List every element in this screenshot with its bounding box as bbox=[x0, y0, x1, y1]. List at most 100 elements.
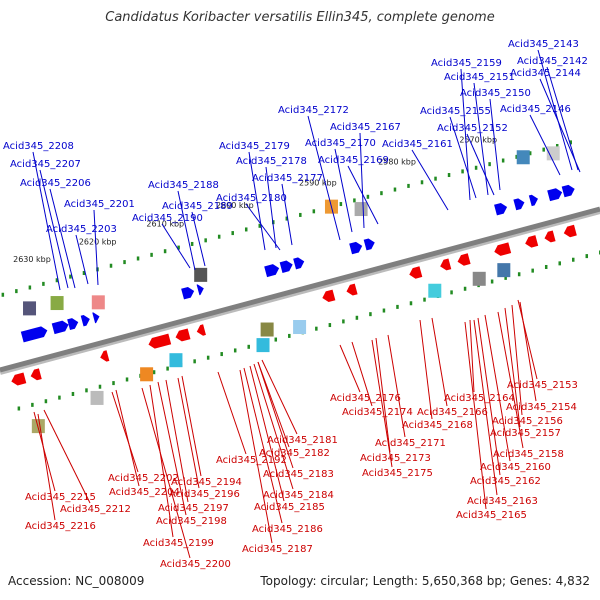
scale-tick bbox=[407, 183, 410, 188]
gene-leader-line bbox=[217, 371, 247, 455]
gene-label-lower: Acid345_2198 bbox=[156, 516, 227, 527]
gene-leader-line bbox=[537, 49, 573, 171]
gene-label-upper: Acid345_2155 bbox=[420, 106, 491, 117]
scale-tick bbox=[17, 406, 21, 411]
feature-box bbox=[293, 320, 307, 335]
scale-tick bbox=[217, 234, 221, 239]
gene-arrow-plus bbox=[293, 257, 305, 270]
scale-tick bbox=[463, 286, 467, 291]
scale-tick bbox=[434, 176, 437, 181]
scale-tick bbox=[450, 290, 453, 295]
scale-tick bbox=[515, 154, 518, 159]
scale-tick bbox=[258, 223, 261, 228]
scale-label: 2610 kbp bbox=[146, 219, 184, 228]
scale-tick bbox=[123, 260, 126, 265]
scale-tick bbox=[244, 227, 248, 232]
gene-leader-line bbox=[39, 169, 69, 289]
scale-tick bbox=[166, 366, 169, 371]
gene-leader-line bbox=[519, 301, 537, 402]
gene-label-lower: Acid345_2192 bbox=[216, 455, 287, 466]
scale-tick bbox=[353, 198, 356, 203]
gene-label-upper: Acid345_2144 bbox=[510, 68, 581, 79]
scale-tick bbox=[380, 191, 383, 196]
gene-label-upper: Acid345_2161 bbox=[382, 139, 453, 150]
gene-label-upper: Acid345_2180 bbox=[216, 193, 287, 204]
gene-arrow-plus bbox=[547, 188, 563, 202]
gene-arrow-minus bbox=[563, 224, 577, 238]
gene-label-lower: Acid345_2212 bbox=[60, 504, 131, 515]
scale-tick bbox=[193, 359, 196, 364]
scale-tick bbox=[396, 304, 399, 309]
scale-label: 2600 kbp bbox=[216, 201, 254, 210]
gene-label-lower: Acid345_2165 bbox=[456, 510, 527, 521]
gene-leader-line bbox=[181, 375, 202, 477]
feature-box bbox=[91, 295, 105, 310]
scale-tick bbox=[98, 384, 102, 389]
scale-tick bbox=[420, 180, 424, 185]
gene-leader-line bbox=[141, 387, 191, 559]
gene-label-lower: Acid345_2174 bbox=[342, 407, 413, 418]
scale-label: 2580 kbp bbox=[378, 157, 416, 166]
gene-label-lower: Acid345_2163 bbox=[467, 496, 538, 507]
gene-leader-line bbox=[529, 114, 561, 176]
scale-label: 2570 kbp bbox=[459, 136, 497, 145]
gene-leader-line bbox=[177, 190, 196, 271]
scale-label: 2620 kbp bbox=[79, 238, 117, 247]
feature-box bbox=[140, 367, 154, 382]
gene-label-upper: Acid345_2203 bbox=[46, 224, 117, 235]
scale-tick bbox=[342, 319, 345, 324]
scale-tick bbox=[558, 261, 561, 266]
scale-tick bbox=[447, 173, 451, 178]
gene-label-upper: Acid345_2172 bbox=[278, 105, 349, 116]
gene-leader-line bbox=[307, 115, 341, 241]
gene-label-lower: Acid345_2176 bbox=[330, 393, 401, 404]
gene-label-lower: Acid345_2186 bbox=[252, 524, 323, 535]
gene-label-upper: Acid345_2177 bbox=[252, 173, 323, 184]
scale-tick bbox=[58, 395, 61, 400]
gene-leader-line bbox=[464, 321, 487, 510]
feature-box bbox=[354, 202, 368, 217]
scale-tick bbox=[542, 147, 545, 152]
scale-label: 2590 kbp bbox=[299, 179, 337, 188]
scale-tick bbox=[531, 268, 534, 273]
scale-tick bbox=[328, 323, 332, 328]
gene-arrow-minus bbox=[196, 324, 206, 336]
scale-tick bbox=[125, 377, 129, 382]
gene-arrow-minus bbox=[322, 289, 336, 303]
scale-tick bbox=[220, 352, 223, 357]
gene-label-lower: Acid345_2215 bbox=[25, 492, 96, 503]
scale-tick bbox=[423, 297, 426, 302]
gene-label-lower: Acid345_2197 bbox=[158, 503, 229, 514]
scale-tick bbox=[82, 270, 86, 275]
gene-arrow-plus bbox=[80, 314, 90, 327]
gene-leader-line bbox=[517, 299, 538, 380]
gene-label-upper: Acid345_2178 bbox=[236, 156, 307, 167]
scale-tick bbox=[150, 252, 153, 257]
gene-arrow-minus bbox=[30, 368, 42, 381]
scale-tick bbox=[299, 212, 302, 217]
gene-arrow-plus bbox=[92, 312, 100, 324]
scale-tick bbox=[85, 388, 88, 393]
gene-leader-line bbox=[546, 66, 579, 171]
scale-tick bbox=[274, 337, 278, 342]
scale-tick bbox=[504, 275, 507, 280]
gene-label-upper: Acid345_2146 bbox=[500, 104, 571, 115]
scale-tick bbox=[571, 257, 575, 262]
gene-leader-line bbox=[359, 132, 365, 229]
gene-leader-line bbox=[43, 409, 91, 504]
gene-leader-line bbox=[460, 68, 471, 201]
gene-label-upper: Acid345_2208 bbox=[3, 141, 74, 152]
gene-label-lower: Acid345_2184 bbox=[263, 490, 334, 501]
gene-label-lower: Acid345_2183 bbox=[263, 469, 334, 480]
gene-leader-line bbox=[37, 413, 56, 521]
gene-label-upper: Acid345_2179 bbox=[219, 141, 290, 152]
gene-label-upper: Acid345_2167 bbox=[330, 122, 401, 133]
gene-leader-line bbox=[165, 379, 189, 503]
gene-leader-line bbox=[157, 381, 187, 516]
gene-label-upper: Acid345_2143 bbox=[508, 39, 579, 50]
scale-tick bbox=[15, 289, 18, 294]
gene-label-lower: Acid345_2164 bbox=[444, 393, 515, 404]
scale-tick bbox=[109, 263, 113, 268]
gene-label-upper: Acid345_2170 bbox=[305, 138, 376, 149]
